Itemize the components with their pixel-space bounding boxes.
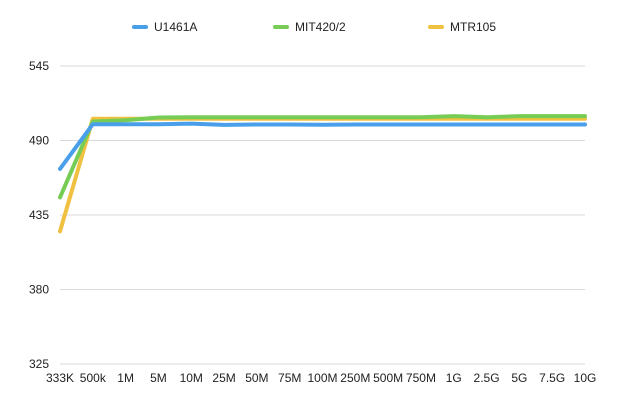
x-tick-label: 50M: [245, 371, 268, 385]
y-tick-label: 380: [29, 283, 49, 297]
x-tick-label: 500M: [373, 371, 403, 385]
x-tick-label: 10M: [180, 371, 203, 385]
x-tick-label: 333K: [46, 371, 74, 385]
legend-label: MTR105: [450, 20, 496, 34]
y-tick-label: 435: [29, 208, 49, 222]
y-axis-ticks: 545 490 435 380 325: [29, 59, 49, 371]
series-lines: [58, 114, 587, 234]
grid: [60, 65, 585, 365]
legend: U1461A MIT420/2 MTR105: [132, 20, 496, 34]
series-line-u1461a: [58, 121, 587, 171]
series-line-mtr105: [58, 116, 587, 234]
x-tick-label: 75M: [278, 371, 301, 385]
x-tick-label: 500k: [80, 371, 107, 385]
x-tick-label: 10G: [574, 371, 597, 385]
x-tick-label: 2.5G: [474, 371, 500, 385]
x-tick-label: 1G: [446, 371, 462, 385]
x-tick-label: 5M: [150, 371, 167, 385]
y-tick-label: 545: [29, 59, 49, 73]
series-line-mit420-2: [58, 114, 587, 200]
legend-label: U1461A: [154, 20, 197, 34]
y-tick-label: 325: [29, 357, 49, 371]
x-axis-ticks: 333K 500k 1M 5M 10M 25M 50M 75M 100M 250M 500M 750M…: [46, 371, 596, 385]
y-tick-label: 490: [29, 134, 49, 148]
x-tick-label: 1M: [117, 371, 134, 385]
legend-label: MIT420/2: [295, 20, 346, 34]
x-tick-label: 5G: [511, 371, 527, 385]
x-tick-label: 750M: [406, 371, 436, 385]
x-tick-label: 250M: [340, 371, 370, 385]
x-tick-label: 100M: [307, 371, 337, 385]
x-tick-label: 25M: [212, 371, 235, 385]
x-tick-label: 7.5G: [539, 371, 565, 385]
